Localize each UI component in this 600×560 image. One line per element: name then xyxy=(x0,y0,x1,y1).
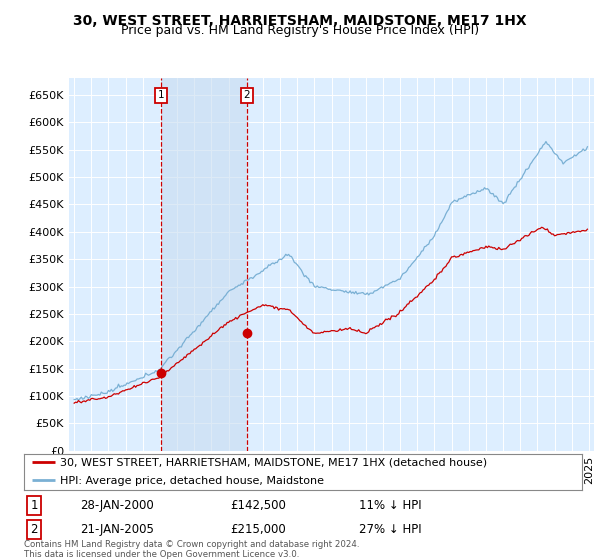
Text: Price paid vs. HM Land Registry's House Price Index (HPI): Price paid vs. HM Land Registry's House … xyxy=(121,24,479,37)
Text: Contains HM Land Registry data © Crown copyright and database right 2024.
This d: Contains HM Land Registry data © Crown c… xyxy=(24,540,359,559)
Text: HPI: Average price, detached house, Maidstone: HPI: Average price, detached house, Maid… xyxy=(60,476,324,486)
Text: £215,000: £215,000 xyxy=(230,523,286,536)
Text: 30, WEST STREET, HARRIETSHAM, MAIDSTONE, ME17 1HX (detached house): 30, WEST STREET, HARRIETSHAM, MAIDSTONE,… xyxy=(60,458,487,468)
Bar xyxy=(161,78,247,451)
Text: 2: 2 xyxy=(244,90,250,100)
Text: £142,500: £142,500 xyxy=(230,499,286,512)
Text: 28-JAN-2000: 28-JAN-2000 xyxy=(80,499,154,512)
Text: 11% ↓ HPI: 11% ↓ HPI xyxy=(359,499,421,512)
Text: 1: 1 xyxy=(30,499,38,512)
Text: 1: 1 xyxy=(158,90,164,100)
Text: 30, WEST STREET, HARRIETSHAM, MAIDSTONE, ME17 1HX: 30, WEST STREET, HARRIETSHAM, MAIDSTONE,… xyxy=(73,14,527,28)
Text: 21-JAN-2005: 21-JAN-2005 xyxy=(80,523,154,536)
Text: 27% ↓ HPI: 27% ↓ HPI xyxy=(359,523,421,536)
Text: 2: 2 xyxy=(30,523,38,536)
